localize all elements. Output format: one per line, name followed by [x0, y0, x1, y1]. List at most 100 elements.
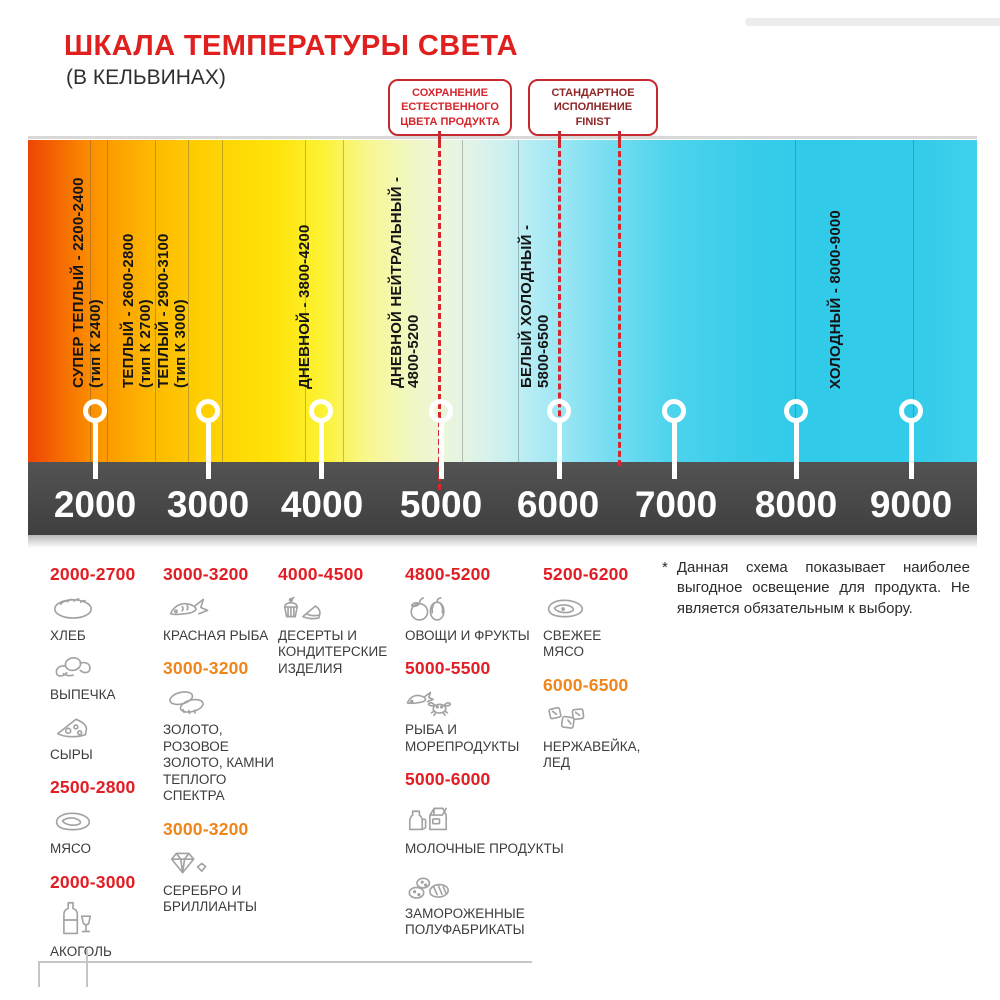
- category-item: ХЛЕБ: [50, 590, 155, 644]
- range-label: 3000-3200: [163, 658, 249, 679]
- zone-divider: [343, 140, 344, 462]
- red-fish-icon: [163, 590, 209, 626]
- frozen-icon: [405, 868, 451, 904]
- dashed-guide-finist-left: [558, 142, 561, 470]
- temperature-gradient: [28, 140, 977, 462]
- category-item: ДЕСЕРТЫ И КОНДИТЕРСКИЕ ИЗДЕЛИЯ: [278, 590, 400, 677]
- zone-label-cold: ХОЛОДНЫЙ - 8000-9000: [827, 210, 844, 389]
- zone-label-sub: (тип К 2400): [87, 299, 104, 388]
- zone-divider: [305, 140, 306, 462]
- footnote-asterisk: *: [662, 559, 668, 576]
- range-label: 5000-6000: [405, 769, 491, 790]
- cheese-icon: [50, 709, 96, 745]
- zone-divider: [155, 140, 156, 462]
- bottom-border-tick: [86, 949, 88, 987]
- item-label: СВЕЖЕЕ МЯСО: [543, 628, 602, 660]
- scale-marker-stem: [318, 421, 324, 479]
- scale-tick-label: 2000: [53, 484, 137, 525]
- item-label: ЗОЛОТО, РОЗОВОЕ ЗОЛОТО, КАМНИ ТЕПЛОГО СП…: [163, 722, 274, 804]
- zone-label-text: ХОЛОДНЫЙ - 8000-9000: [827, 210, 844, 389]
- scale-tick-label: 5000: [399, 484, 483, 525]
- zone-label-warm-2700: ТЕПЛЫЙ - 2600-2800 (тип К 2700): [120, 233, 154, 388]
- item-label: ОВОЩИ И ФРУКТЫ: [405, 628, 530, 643]
- category-group: 3000-3200 ЗОЛОТО, РОЗОВОЕ ЗОЛОТО, КАМНИ …: [163, 658, 281, 804]
- range-label: 2500-2800: [50, 777, 136, 798]
- range-label: 5200-6200: [543, 564, 629, 584]
- scale-marker-stem: [438, 421, 444, 479]
- scale-tick-label: 9000: [869, 484, 953, 525]
- footnote-text: Данная схема показывает наиболее выгодно…: [676, 559, 970, 617]
- category-group: 4800-5200 ОВОЩИ И ФРУКТЫ: [405, 564, 540, 644]
- zone-divider: [518, 140, 519, 462]
- category-item: СЫРЫ: [50, 709, 155, 763]
- range-label: 3000-3200: [163, 564, 249, 584]
- zone-label-daylight-neutral: ДНЕВНОЙ НЕЙТРАЛЬНЫЙ - 4800-5200: [388, 177, 422, 388]
- item-label: ЗАМОРОЖЕННЫЕ ПОЛУФАБРИКАТЫ: [405, 905, 525, 938]
- category-item: СЕРЕБРО И БРИЛЛИАНТЫ: [163, 845, 281, 916]
- scale-marker: [547, 399, 571, 423]
- item-label: РЫБА И МОРЕПРОДУКТЫ: [405, 722, 520, 754]
- callout-line: ЦВЕТА ПРОДУКТА: [400, 115, 500, 128]
- category-column-1: 2000-2700 ХЛЕБ ВЫПЕЧКА СЫРЫ 2500-2800 МЯ…: [50, 560, 155, 960]
- dashed-guide-finist-right: [618, 142, 621, 466]
- scale-marker-stem: [908, 421, 914, 479]
- scale-tick-label: 7000: [634, 484, 718, 525]
- item-label: НЕРЖАВЕЙКА, ЛЕД: [543, 738, 641, 771]
- zone-label-super-warm: СУПЕР ТЕПЛЫЙ - 2200-2400 (тип К 2400): [70, 177, 104, 388]
- callout-leg: [558, 131, 561, 143]
- item-label: АКОГОЛЬ: [50, 943, 112, 959]
- page-title: ШКАЛА ТЕМПЕРАТУРЫ СВЕТА: [64, 30, 518, 62]
- gradient-top-border: [28, 136, 977, 139]
- top-right-divider: [745, 18, 1000, 26]
- page-subtitle: (В КЕЛЬВИНАХ): [66, 66, 226, 89]
- scale-marker: [83, 399, 107, 423]
- zone-label-daylight: ДНЕВНОЙ - 3800-4200: [296, 224, 313, 389]
- callout-line: СОХРАНЕНИЕ: [412, 87, 488, 99]
- dessert-icon: [278, 590, 324, 626]
- zone-label-sub: (тип К 2700): [137, 299, 154, 388]
- seafood-icon: [405, 684, 451, 720]
- zone-label-sub: 4800-5200: [405, 314, 422, 388]
- category-item: ВЫПЕЧКА: [50, 649, 155, 703]
- diamond-icon: [163, 845, 209, 881]
- zone-label-text: ТЕПЛЫЙ - 2600-2800: [120, 233, 137, 388]
- category-item: МОЛОЧНЫЕ ПРОДУКТЫ: [405, 795, 564, 857]
- bottom-border-line: [38, 961, 532, 963]
- item-label: ВЫПЕЧКА: [50, 687, 116, 703]
- category-item: ЗОЛОТО, РОЗОВОЕ ЗОЛОТО, КАМНИ ТЕПЛОГО СП…: [163, 684, 281, 804]
- category-item: МЯСО: [50, 803, 155, 857]
- category-column-5: 5200-6200 СВЕЖЕЕ МЯСО 6000-6500 НЕРЖАВЕЙ…: [543, 560, 661, 772]
- callout-line: ИСПОЛНЕНИЕ: [553, 101, 633, 114]
- zone-divider: [913, 140, 914, 462]
- kelvin-scale-bar: [28, 462, 977, 535]
- range-label: 4000-4500: [278, 564, 364, 584]
- range-label: 2000-3000: [50, 871, 136, 892]
- scale-marker-stem: [205, 421, 211, 479]
- callout-natural-color: СОХРАНЕНИЕ ЕСТЕСТВЕННОГО ЦВЕТА ПРОДУКТА: [388, 79, 512, 136]
- scale-marker: [429, 399, 453, 423]
- zone-divider: [107, 140, 108, 462]
- category-group: 2000-3000 АКОГОЛЬ: [50, 872, 155, 960]
- zone-label-text: ДНЕВНОЙ НЕЙТРАЛЬНЫЙ -: [388, 176, 405, 388]
- scale-marker: [309, 399, 333, 423]
- scale-marker-stem: [556, 421, 562, 479]
- range-label: 2000-2700: [50, 564, 136, 584]
- category-item: РЫБА И МОРЕПРОДУКТЫ: [405, 684, 540, 755]
- vegetables-icon: [405, 590, 451, 626]
- category-item: КРАСНАЯ РЫБА: [163, 590, 281, 644]
- zone-label-text: ТЕПЛЫЙ - 2900-3100: [155, 233, 172, 388]
- ice-icon: [543, 701, 589, 737]
- bread-icon: [50, 590, 96, 626]
- alcohol-icon: [50, 898, 96, 942]
- meat-icon: [50, 803, 96, 839]
- range-label: 4800-5200: [405, 564, 491, 584]
- category-column-4: 4800-5200 ОВОЩИ И ФРУКТЫ 5000-5500 РЫБА …: [405, 560, 564, 939]
- dairy-icon: [405, 795, 451, 839]
- zone-divider: [90, 140, 91, 462]
- category-column-2: 3000-3200 КРАСНАЯ РЫБА 3000-3200 ЗОЛОТО,…: [163, 560, 281, 916]
- scale-tick-label: 6000: [516, 484, 600, 525]
- callout-finist-standard: СТАНДАРТНОЕ ИСПОЛНЕНИЕ FINIST: [528, 79, 658, 136]
- category-group: 3000-3200 СЕРЕБРО И БРИЛЛИАНТЫ: [163, 819, 281, 916]
- category-group: 2000-2700 ХЛЕБ ВЫПЕЧКА СЫРЫ: [50, 564, 155, 763]
